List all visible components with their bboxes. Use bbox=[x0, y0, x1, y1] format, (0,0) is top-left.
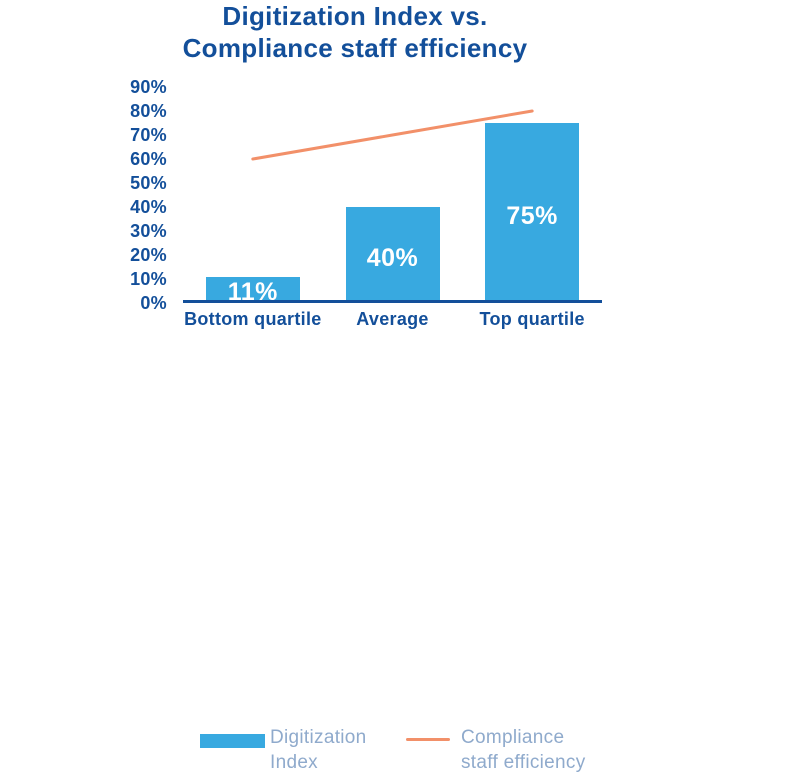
bar-average: 40% bbox=[345, 207, 440, 303]
y-axis-tick-80: 80% bbox=[130, 101, 167, 121]
y-axis-tick-0: 0% bbox=[140, 293, 167, 313]
x-axis-label-average: Average bbox=[356, 309, 429, 329]
y-axis-tick-40: 40% bbox=[130, 197, 167, 217]
bar-value-label: 75% bbox=[506, 201, 558, 230]
x-axis-label-bottom-quartile: Bottom quartile bbox=[184, 309, 322, 329]
y-axis-tick-90: 90% bbox=[130, 77, 167, 97]
chart-title-line2: Compliance staff efficiency bbox=[182, 33, 528, 63]
legend-label-digitization-index: Digitization Index bbox=[270, 727, 367, 773]
chart-title: Digitization Index vs. Compliance staff … bbox=[0, 0, 710, 64]
y-axis: 90% 80% 70% 60% 50% 40% 30% 20% 10% 0% bbox=[0, 75, 167, 315]
x-axis-labels: Bottom quartile Average Top quartile bbox=[183, 308, 602, 330]
legend-label-compliance-staff-efficiency: Compliance staff efficiency bbox=[461, 727, 586, 773]
y-axis-tick-30: 30% bbox=[130, 221, 167, 241]
y-axis-tick-50: 50% bbox=[130, 173, 167, 193]
legend-line-swatch bbox=[406, 738, 450, 741]
bar-value-label: 40% bbox=[366, 243, 419, 272]
bar-top-quartile: 75% bbox=[485, 123, 580, 303]
chart-title-line1: Digitization Index vs. bbox=[222, 1, 488, 31]
x-axis-line bbox=[183, 300, 602, 303]
x-axis-label-top-quartile: Top quartile bbox=[479, 309, 585, 329]
y-axis-tick-10: 10% bbox=[130, 269, 167, 289]
y-axis-tick-60: 60% bbox=[130, 149, 167, 169]
y-axis-tick-20: 20% bbox=[130, 245, 167, 265]
bar-bottom-quartile: 11% bbox=[205, 276, 300, 306]
plot-area: 11% 40% 75% bbox=[183, 87, 602, 306]
legend: Digitization Index Compliance staff effi… bbox=[0, 360, 786, 773]
legend-bar-swatch bbox=[200, 734, 265, 748]
y-axis-tick-70: 70% bbox=[130, 125, 167, 145]
